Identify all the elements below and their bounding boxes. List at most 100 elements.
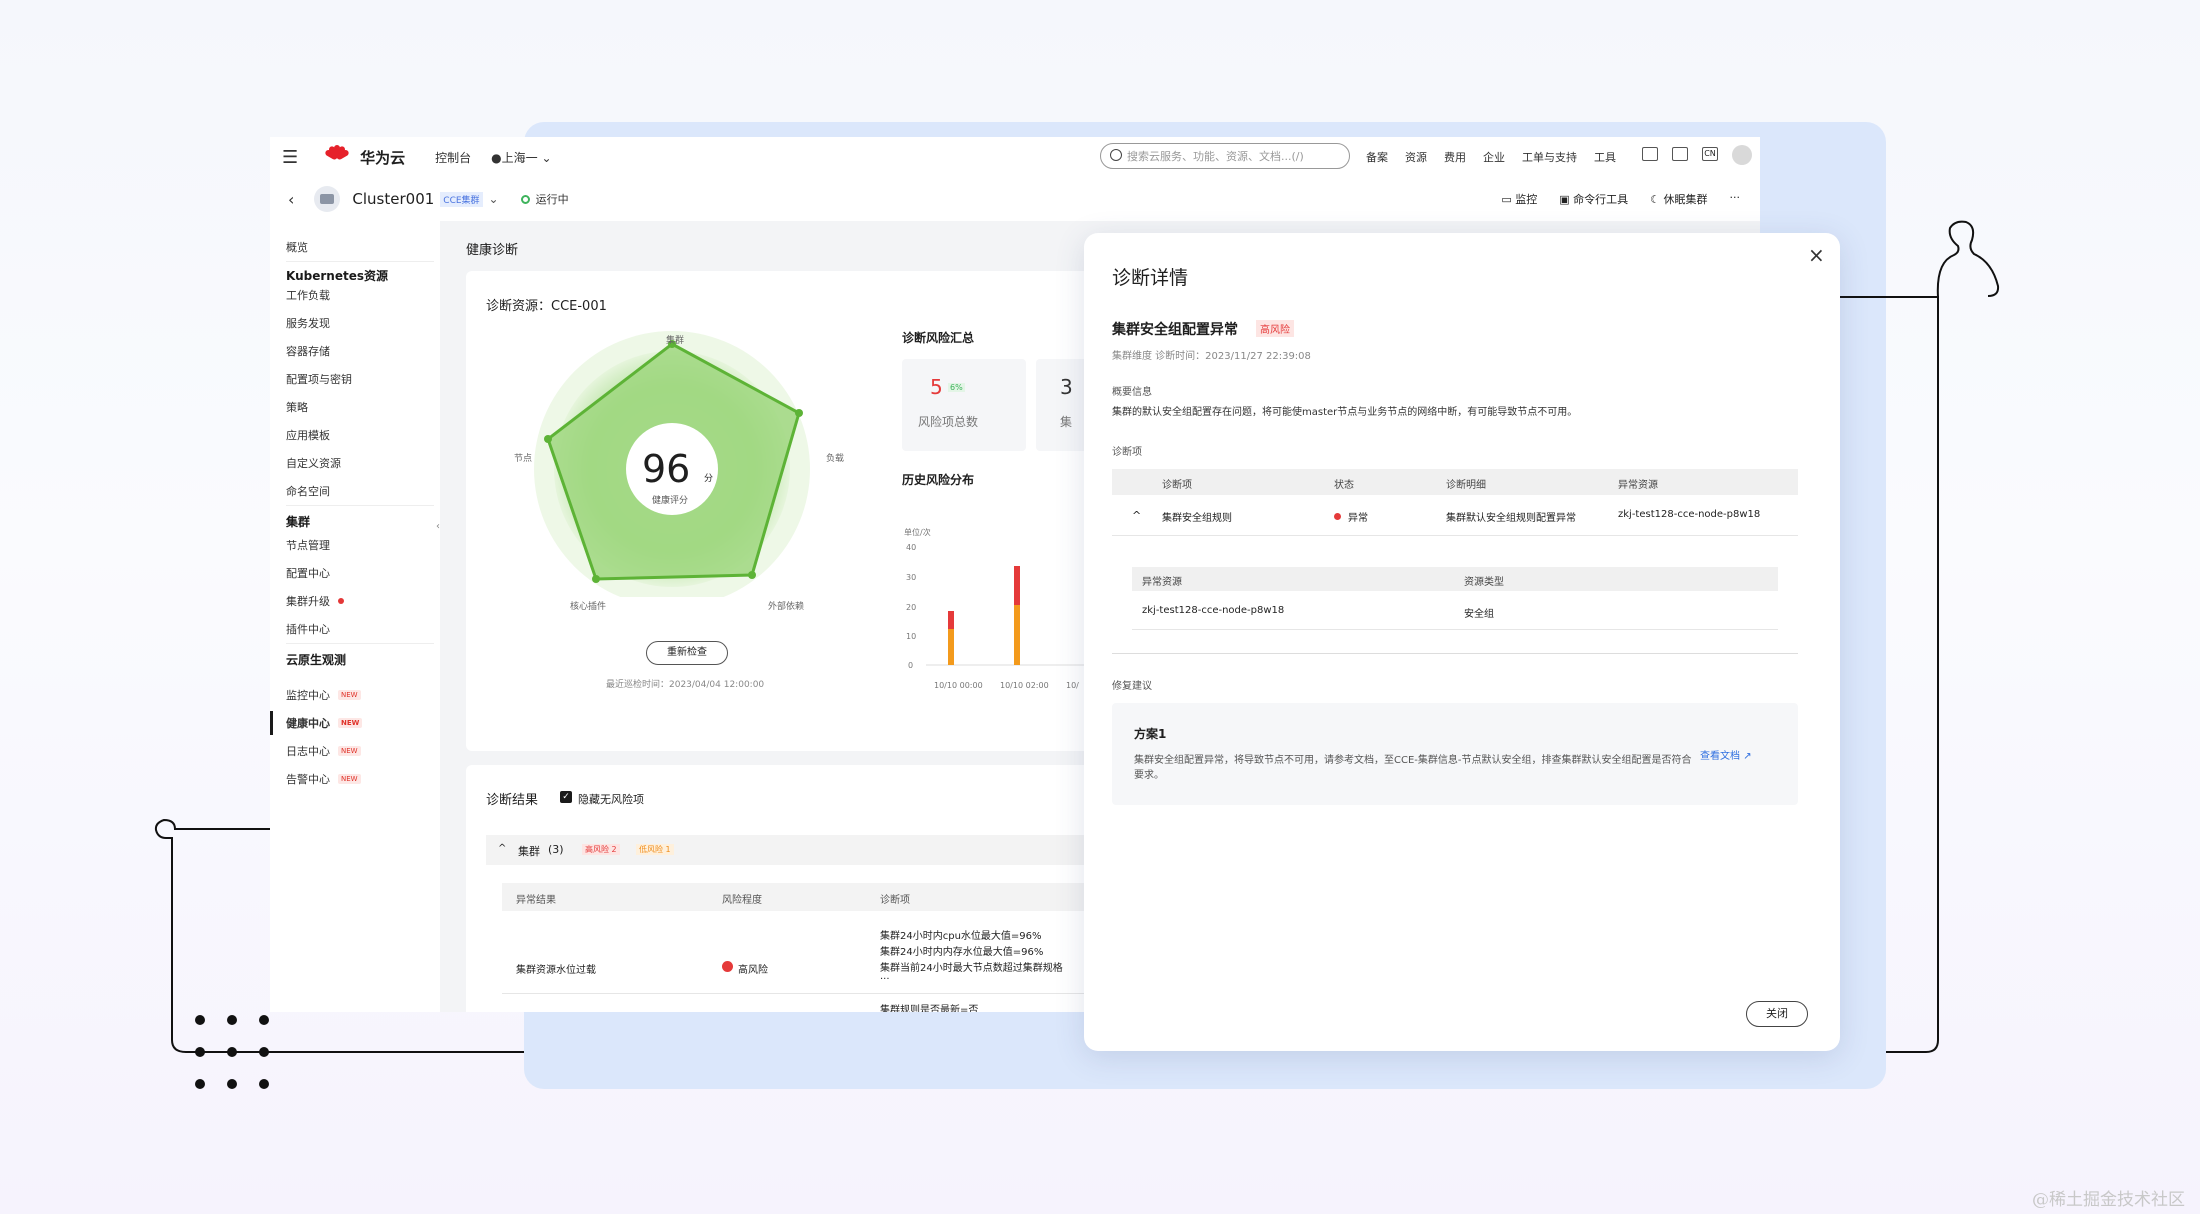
- item-name: 集群安全组规则: [1162, 513, 1232, 524]
- bar-0-series-1: [948, 611, 954, 629]
- chevron-down-icon: ⌄: [541, 150, 552, 165]
- sidebar-item-addons[interactable]: 插件中心: [286, 623, 330, 636]
- sidebar-item-policy[interactable]: 策略: [286, 401, 308, 414]
- checkbox-icon[interactable]: ✓: [560, 791, 572, 803]
- sidebar-item-overview[interactable]: 概览: [286, 241, 308, 254]
- sidebar-header-cluster: 集群: [286, 515, 311, 529]
- status-dot-icon: [520, 194, 530, 204]
- monitor-button[interactable]: ▭ 监控: [1501, 193, 1538, 206]
- sidebar-header-k8s: Kubernetes资源: [286, 269, 388, 283]
- external-link-icon: ↗: [1743, 751, 1752, 762]
- bar-1-series-1: [1014, 566, 1020, 605]
- search-input[interactable]: 搜索云服务、功能、资源、文档...(/): [1100, 143, 1350, 169]
- radar-label-workload: 负载: [826, 454, 845, 464]
- language-button[interactable]: CN: [1702, 147, 1718, 161]
- nav-link-enterprise[interactable]: 企业: [1483, 151, 1505, 164]
- y-tick: 10: [906, 632, 917, 641]
- new-badge: NEW: [338, 774, 361, 784]
- view-doc-link[interactable]: 查看文档 ↗: [1700, 751, 1752, 762]
- nav-link-cost[interactable]: 费用: [1444, 151, 1466, 164]
- cluster-status: 运行中: [535, 193, 569, 206]
- avatar[interactable]: [1732, 145, 1752, 165]
- sidebar-item-alerts[interactable]: 告警中心 NEW: [286, 771, 361, 787]
- health-score: 96: [642, 447, 691, 491]
- search-icon: [1110, 149, 1122, 161]
- modal-title: 诊断详情: [1112, 267, 1189, 289]
- new-badge: NEW: [338, 718, 363, 728]
- more-icon[interactable]: ···: [1729, 191, 1741, 204]
- item-status: 异常: [1348, 513, 1368, 524]
- nav-link-support[interactable]: 工单与支持: [1522, 151, 1577, 164]
- radar-label-node: 节点: [514, 454, 533, 464]
- low-risk-badge: 低风险 1: [636, 844, 674, 855]
- chevron-up-icon[interactable]: ^: [1132, 509, 1142, 522]
- radar-label-core-addon: 核心插件: [570, 602, 607, 612]
- sidebar-item-config-secret[interactable]: 配置项与密钥: [286, 373, 352, 386]
- bar-0-series-0: [948, 629, 954, 665]
- error-dot-icon: [1334, 513, 1341, 520]
- sidebar-item-workload[interactable]: 工作负载: [286, 289, 330, 302]
- issue-title: 集群安全组配置异常: [1112, 322, 1238, 338]
- sub-table-header: 异常资源 资源类型: [1132, 567, 1778, 591]
- result-item-partial: 集群规则是否最新=否: [880, 1005, 979, 1012]
- collapse-icon[interactable]: ‹: [436, 521, 440, 532]
- sidebar-item-health[interactable]: 健康中心 NEW: [286, 715, 363, 731]
- radar-chart: [534, 331, 810, 597]
- sidebar-item-storage[interactable]: 容器存储: [286, 345, 330, 358]
- sidebar-item-config-center[interactable]: 配置中心: [286, 567, 330, 580]
- cluster-name: Cluster001: [352, 190, 435, 208]
- console-link[interactable]: 控制台: [435, 150, 472, 165]
- bar-1-series-0: [1014, 605, 1020, 665]
- nav-link-tools[interactable]: 工具: [1594, 151, 1616, 164]
- x-tick: 10/10 00:00: [934, 681, 983, 690]
- mail-icon[interactable]: [1672, 147, 1688, 161]
- sub-resource-name: zkj-test128-cce-node-p8w18: [1142, 605, 1285, 616]
- terminal-icon[interactable]: [1642, 147, 1658, 161]
- y-tick: 20: [906, 603, 917, 612]
- back-icon[interactable]: ‹: [288, 189, 295, 209]
- plan-title: 方案1: [1134, 727, 1167, 741]
- risk-pct-badge: 6%: [948, 383, 965, 392]
- chevron-down-icon[interactable]: ⌄: [488, 192, 499, 206]
- risk-count-label: 风险项总数: [918, 415, 979, 429]
- nav-link-beian[interactable]: 备案: [1366, 151, 1388, 164]
- result-level: 高风险: [738, 965, 768, 976]
- issue-meta: 集群维度 诊断时间：2023/11/27 22:39:08: [1112, 351, 1311, 362]
- cli-button[interactable]: ▣ 命令行工具: [1559, 193, 1629, 206]
- hibernate-button[interactable]: ☾ 休眠集群: [1650, 193, 1708, 206]
- logo[interactable]: 华为云: [322, 145, 405, 169]
- sidebar-item-namespace[interactable]: 命名空间: [286, 485, 330, 498]
- sidebar: 概览 Kubernetes资源 工作负载 服务发现 容器存储 配置项与密钥 策略…: [270, 221, 440, 1012]
- sidebar-item-logs[interactable]: 日志中心 NEW: [286, 743, 361, 759]
- group-name: 集群: [518, 845, 540, 858]
- sidebar-item-nodes[interactable]: 节点管理: [286, 539, 330, 552]
- sub-resource-type: 安全组: [1464, 609, 1494, 620]
- radar-label-external: 外部依赖: [768, 602, 805, 612]
- sidebar-item-service[interactable]: 服务发现: [286, 317, 330, 330]
- huawei-flower-icon: [322, 145, 350, 169]
- close-icon[interactable]: ×: [1808, 243, 1825, 267]
- close-button[interactable]: 关闭: [1746, 1001, 1808, 1027]
- sidebar-item-upgrade[interactable]: 集群升级: [286, 593, 344, 609]
- items-label: 诊断项: [1112, 447, 1142, 458]
- risk-count: 5: [930, 375, 943, 399]
- top-links: 备案 资源 费用 企业 工单与支持 工具: [1366, 149, 1616, 165]
- risk-tag: 高风险: [1256, 320, 1294, 337]
- radar-label-cluster: 集群: [666, 336, 685, 346]
- menu-icon[interactable]: ☰: [282, 146, 299, 168]
- nav-link-resource[interactable]: 资源: [1405, 151, 1427, 164]
- history-unit: 单位/次: [904, 528, 931, 537]
- y-tick: 30: [906, 573, 917, 582]
- cluster-icon: [314, 186, 341, 212]
- sidebar-header-observability: 云原生观测: [286, 653, 347, 667]
- recheck-button[interactable]: 重新检查: [646, 641, 728, 665]
- region-selector[interactable]: ●上海一 ⌄: [491, 150, 552, 165]
- diag-resource-label: 诊断资源：CCE-001: [486, 299, 607, 314]
- result-more: ...: [880, 971, 890, 982]
- sidebar-item-template[interactable]: 应用模板: [286, 429, 330, 442]
- sidebar-item-monitor[interactable]: 监控中心 NEW: [286, 687, 361, 703]
- top-icons: CN: [1642, 145, 1752, 165]
- sidebar-item-custom-resource[interactable]: 自定义资源: [286, 457, 341, 470]
- fix-plan-card: 方案1 集群安全组配置异常，将导致节点不可用，请参考文档，至CCE-集群信息-节…: [1112, 703, 1798, 805]
